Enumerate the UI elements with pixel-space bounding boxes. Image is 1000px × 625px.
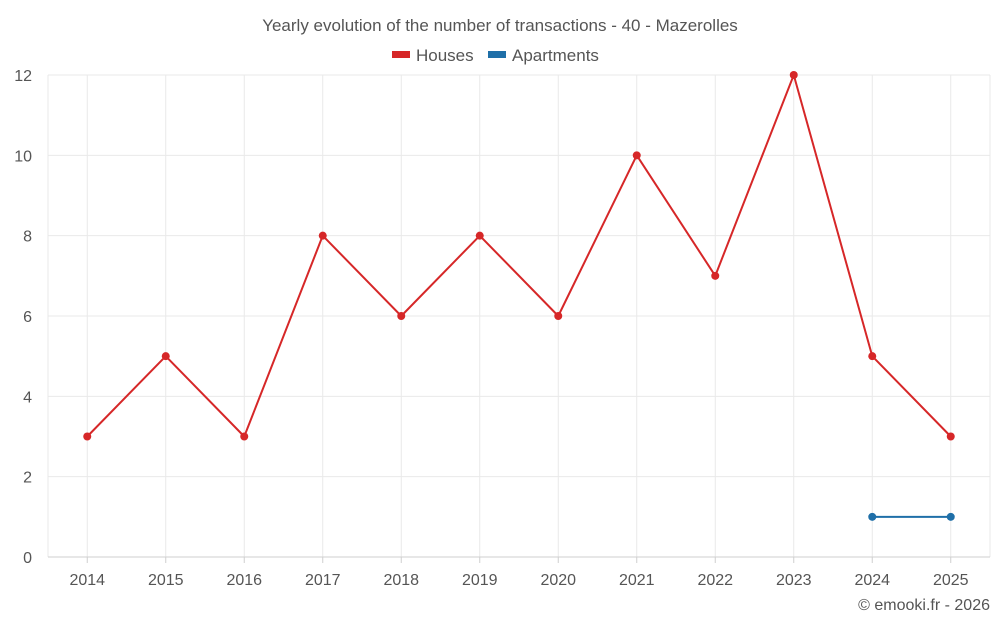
data-point-houses-2024[interactable] bbox=[868, 352, 877, 361]
data-point-houses-2014[interactable] bbox=[83, 432, 92, 441]
x-tick-label-2017: 2017 bbox=[305, 572, 341, 589]
series bbox=[83, 71, 955, 521]
data-point-houses-2020[interactable] bbox=[554, 312, 563, 320]
y-tick-label-12: 12 bbox=[14, 68, 32, 85]
data-point-houses-2019[interactable] bbox=[475, 231, 484, 240]
x-tick-label-2016: 2016 bbox=[226, 572, 262, 589]
data-point-apartments-2025[interactable] bbox=[946, 512, 955, 521]
x-tick-label-2022: 2022 bbox=[697, 572, 733, 589]
x-tick-label-2024: 2024 bbox=[854, 572, 890, 589]
x-tick-label-2014: 2014 bbox=[69, 572, 105, 589]
credit-text: © emooki.fr - 2026 bbox=[858, 597, 990, 614]
x-tick-label-2023: 2023 bbox=[776, 572, 812, 589]
legend: Houses Apartments bbox=[392, 46, 599, 65]
data-point-apartments-2024[interactable] bbox=[868, 512, 877, 521]
legend-item-apartments[interactable]: Apartments bbox=[488, 46, 599, 65]
data-point-houses-2022[interactable] bbox=[711, 271, 720, 280]
series-houses bbox=[83, 71, 955, 441]
axes: 0 2 4 6 8 10 12 2014 2015 2016 2017 2018 2019 2020 202… bbox=[14, 68, 990, 589]
x-tick-label-2020: 2020 bbox=[540, 572, 576, 589]
y-tick-label-6: 6 bbox=[23, 309, 32, 326]
y-tick-label-4: 4 bbox=[23, 389, 32, 406]
data-point-houses-2021[interactable] bbox=[632, 151, 641, 160]
data-point-houses-2015[interactable] bbox=[161, 352, 170, 361]
series-line-houses bbox=[86, 74, 952, 438]
legend-label-apartments: Apartments bbox=[512, 46, 599, 65]
data-point-houses-2023[interactable] bbox=[789, 71, 798, 79]
legend-item-houses[interactable]: Houses bbox=[392, 46, 474, 65]
data-point-houses-2016[interactable] bbox=[240, 432, 249, 441]
series-apartments bbox=[868, 512, 955, 521]
x-tick-label-2019: 2019 bbox=[462, 572, 498, 589]
x-tick-label-2015: 2015 bbox=[148, 572, 184, 589]
legend-label-houses: Houses bbox=[416, 46, 474, 65]
x-tick-label-2025: 2025 bbox=[933, 572, 969, 589]
grid bbox=[47, 74, 991, 557]
x-tick-label-2021: 2021 bbox=[619, 572, 655, 589]
x-tick-label-2018: 2018 bbox=[383, 572, 419, 589]
y-tick-label-8: 8 bbox=[23, 229, 32, 246]
data-point-houses-2025[interactable] bbox=[946, 432, 955, 441]
legend-swatch-apartments bbox=[488, 51, 506, 58]
data-point-houses-2017[interactable] bbox=[318, 231, 327, 240]
data-point-houses-2018[interactable] bbox=[397, 312, 406, 320]
y-tick-label-0: 0 bbox=[23, 550, 32, 567]
y-tick-label-2: 2 bbox=[23, 470, 32, 487]
y-tick-label-10: 10 bbox=[14, 148, 32, 165]
chart-title: Yearly evolution of the number of transa… bbox=[262, 16, 738, 35]
legend-swatch-houses bbox=[392, 51, 410, 58]
